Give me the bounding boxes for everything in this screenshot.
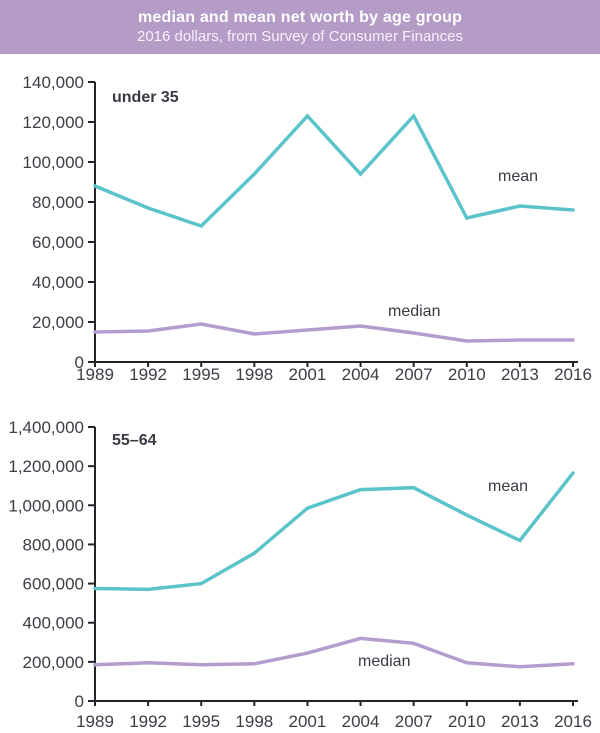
x-tick-label: 2007 — [395, 365, 433, 384]
y-tick-label: 400,000 — [23, 614, 84, 633]
x-tick-label: 1992 — [129, 712, 167, 731]
median-series-label: median — [388, 303, 440, 320]
y-tick-label: 0 — [75, 353, 84, 372]
mean-line — [93, 471, 575, 592]
x-tick-label: 2010 — [448, 365, 486, 384]
chart-55-64: 0 200,000 400,000 600,000 800,000 1,000,000 1,… — [8, 418, 592, 731]
x-tick-label: 1995 — [182, 365, 220, 384]
y-tick-label: 60,000 — [32, 233, 84, 252]
x-tick-label: 2010 — [448, 712, 486, 731]
x-tick-label: 1998 — [235, 712, 273, 731]
x-tick-label: 1989 — [76, 712, 114, 731]
median-series-label: median — [358, 653, 410, 670]
x-tick-label: 2007 — [395, 712, 433, 731]
x-tick-label: 2013 — [501, 365, 539, 384]
axis — [94, 427, 578, 702]
y-tick-label: 40,000 — [32, 273, 84, 292]
y-tick-label: 800,000 — [23, 535, 84, 554]
y-tick-label: 1,400,000 — [8, 418, 84, 437]
y-tick-label: 120,000 — [23, 113, 84, 132]
x-tick-label: 1995 — [182, 712, 220, 731]
x-tick-label: 2013 — [501, 712, 539, 731]
x-tick-label: 1998 — [235, 365, 273, 384]
chart-under-35: 0 20,000 40,000 60,000 80,000 100,000 120,000 1… — [23, 73, 592, 384]
x-tick-label: 2004 — [342, 712, 380, 731]
y-tick-label: 1,200,000 — [8, 457, 84, 476]
figure-subtitle: 2016 dollars, from Survey of Consumer Fi… — [137, 28, 463, 45]
mean-series-label: mean — [498, 168, 538, 185]
mean-line — [93, 112, 575, 229]
y-tick-label: 140,000 — [23, 73, 84, 92]
median-line — [93, 636, 575, 669]
y-tick-label: 80,000 — [32, 193, 84, 212]
x-tick-label: 2016 — [554, 712, 592, 731]
x-tick-label: 2004 — [342, 365, 380, 384]
y-tick-label: 1,000,000 — [8, 496, 84, 515]
figure-header: median and mean net worth by age group 2… — [0, 0, 600, 54]
y-tick-label: 200,000 — [23, 653, 84, 672]
axis — [94, 82, 578, 363]
x-tick-label: 2001 — [289, 712, 327, 731]
y-tick-label: 0 — [75, 692, 84, 711]
group-label: under 35 — [112, 89, 179, 106]
y-tick-label: 20,000 — [32, 313, 84, 332]
x-tick-label: 2001 — [289, 365, 327, 384]
x-tick-label: 1992 — [129, 365, 167, 384]
mean-series-label: mean — [488, 478, 528, 495]
y-tick-label: 600,000 — [23, 575, 84, 594]
y-tick-label: 100,000 — [23, 153, 84, 172]
median-line — [93, 322, 575, 343]
figure-title: median and mean net worth by age group — [137, 9, 463, 26]
x-tick-label: 2016 — [554, 365, 592, 384]
x-tick-label: 1989 — [76, 365, 114, 384]
group-label: 55–64 — [112, 432, 157, 449]
